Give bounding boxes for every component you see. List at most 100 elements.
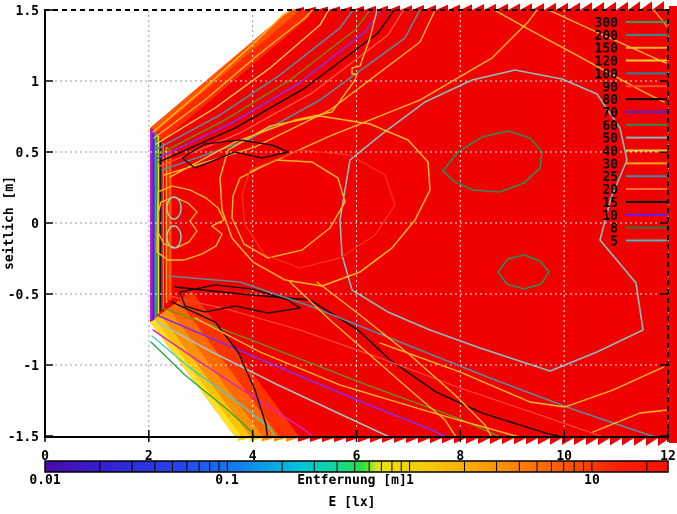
contour-path [159,10,405,167]
sawtooth-tooth [610,438,622,446]
contour-path [158,315,450,437]
sawtooth-tooth [550,438,562,445]
legend-level-label: 300 [595,16,619,31]
legend-level-label: 60 [602,119,618,134]
sawtooth-tooth [514,438,526,445]
y-tick-label: -1 [23,359,39,374]
sawtooth-tooth [502,438,514,445]
contour-path [219,115,431,287]
sawtooth-tooth [424,4,436,10]
sawtooth-tooth [658,438,670,446]
contour-path [231,159,346,259]
contour-path [442,130,543,193]
sawtooth-tooth [662,96,669,108]
legend-level-label: 25 [602,170,618,185]
colorbar-tick-label: 10 [584,473,600,488]
sawtooth-tooth [400,5,412,10]
sawtooth-tooth [520,3,532,10]
sawtooth-tooth [662,312,669,324]
colorbar-gradient [45,461,668,472]
contour-path [171,301,269,437]
sawtooth-tooth [442,438,454,444]
sawtooth-tooth [472,4,484,10]
contour-path [194,317,522,437]
sawtooth-tooth [370,438,382,443]
contour-ellipse [166,196,182,220]
legend-level-label: 20 [602,183,618,198]
legend-level-label: 120 [595,55,619,70]
sawtooth-tooth [490,438,502,444]
contour-path [379,342,668,408]
colorbar-tick-label: 0.1 [215,473,239,488]
sawtooth-tooth [508,3,520,10]
sawtooth-tooth [662,240,669,252]
sawtooth-tooth [544,2,556,11]
contour-path [289,281,457,437]
contour-path [592,409,668,433]
sawtooth-tooth [496,3,508,10]
sawtooth-tooth [334,438,346,443]
y-axis-title: seitlich [m] [2,176,17,270]
legend-level-label: 40 [602,145,618,160]
contour-path [174,286,566,437]
sawtooth-tooth [298,438,310,442]
axis-ticks [44,9,669,442]
sawtooth-tooth [466,438,478,444]
sawtooth-tooth [310,438,322,442]
sawtooth-tooth [286,438,298,442]
legend-level-label: 200 [595,29,619,44]
colorbar-tick-label: 0.01 [29,473,60,488]
sawtooth-tooth [412,5,424,10]
right-overflow-strip [669,6,677,443]
sawtooth-tooth [662,204,669,216]
contour-path [157,10,383,159]
legend-level-label: 8 [610,222,618,237]
sawtooth-tooth [358,438,370,443]
sawtooth-tooth [604,1,616,10]
sawtooth-tooth [526,438,538,445]
sawtooth-tooth [598,438,610,446]
contour-path [156,321,392,437]
sawtooth-tooth [562,438,574,445]
contour-path [152,329,314,437]
legend-level-label: 30 [602,157,618,172]
contour-path [169,10,378,178]
colorbar: 0.01 0.1 1 10 [29,460,669,488]
sawtooth-tooth [592,2,604,10]
y-tick-label: -1.5 [8,430,39,445]
sawtooth-tooth [662,348,669,360]
contour-path [492,10,668,105]
contour-path [241,149,396,269]
colorbar-title: E [lx] [329,495,376,510]
sawtooth-tooth [634,438,646,446]
legend-level-label: 5 [610,234,618,249]
sawtooth-tooth [262,438,274,442]
sawtooth-tooth [556,2,568,11]
sawtooth-tooth [346,438,358,443]
x-tick-label: 4 [249,449,257,464]
sawtooth-tooth [616,1,628,11]
sawtooth-tooth [376,5,388,10]
sawtooth-tooth [406,438,418,443]
sawtooth-tooth [430,438,442,444]
sawtooth-tooth [382,438,394,443]
contour-path [181,139,289,169]
y-tick-label: 1.5 [16,4,39,19]
sawtooth-tooth [628,1,640,11]
sawtooth-tooth [322,438,334,442]
sawtooth-tooth [580,2,592,10]
sawtooth-tooth [662,420,669,432]
colorbar-tick-label: 1 [406,473,414,488]
contour-lines [150,10,668,437]
y-tick-label: 0.5 [16,146,39,161]
y-tick-label: -0.5 [8,288,39,303]
contour-path [152,10,293,133]
x-tick-label: 0 [41,449,49,464]
contour-path [156,10,371,156]
sawtooth-tooth [436,4,448,10]
sawtooth-tooth [388,5,400,10]
legend-level-label: 80 [602,93,618,108]
sawtooth-tooth [418,438,430,444]
legend-level-label: 100 [595,67,619,82]
